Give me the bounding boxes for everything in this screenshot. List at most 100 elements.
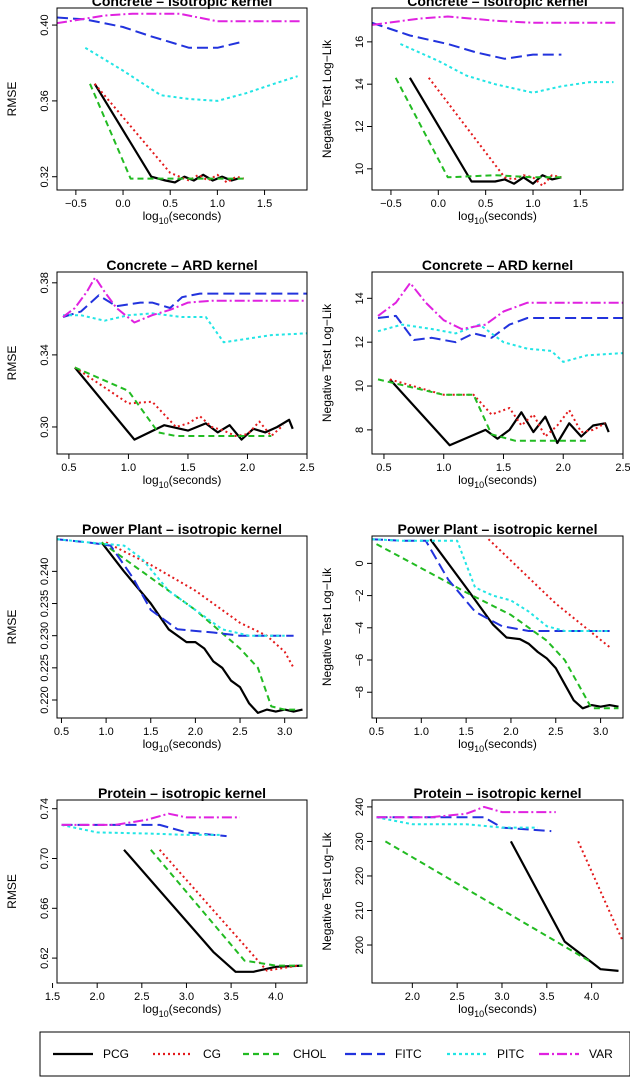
series-line-var <box>61 812 240 826</box>
y-tick-label: 0.225 <box>39 654 51 682</box>
x-tick-label: 2.0 <box>556 462 571 474</box>
plot-frame <box>371 271 624 455</box>
series-line-cg <box>389 378 606 438</box>
x-tick-label: 3.0 <box>179 991 194 1003</box>
chart-title: Concrete – isotropic kernel <box>92 0 273 9</box>
legend-label-cg: CG <box>203 1047 221 1061</box>
y-tick-label: 0.240 <box>39 558 51 586</box>
series-line-chol <box>377 378 588 442</box>
series-line-chol <box>101 541 299 711</box>
plot-frame <box>371 535 624 719</box>
y-tick-label: 0.62 <box>39 947 51 968</box>
series-line-cg <box>428 77 562 187</box>
x-tick-label: 4.0 <box>268 991 283 1003</box>
x-tick-label: 1.0 <box>525 198 540 210</box>
x-axis-label: log10(seconds) <box>143 1002 222 1019</box>
x-tick-label: −0.5 <box>65 198 87 210</box>
y-tick-label: 14 <box>354 78 366 90</box>
x-tick-label: 0.5 <box>478 198 493 210</box>
y-tick-label: 220 <box>354 867 366 885</box>
x-axis-label: log10(seconds) <box>458 209 537 226</box>
series-line-pitc <box>377 323 623 363</box>
series-line-pcg <box>408 77 562 185</box>
chart-title: Power Plant – isotropic kernel <box>82 521 282 537</box>
y-tick-label: 10 <box>354 163 366 175</box>
series-line-pcg <box>100 541 303 714</box>
y-tick-label: 12 <box>354 336 366 348</box>
legend-label-chol: CHOL <box>293 1047 327 1061</box>
series-line-pitc <box>57 538 285 637</box>
y-tick-label: 0.66 <box>39 898 51 919</box>
x-tick-label: 2.0 <box>90 991 105 1003</box>
x-tick-label: 3.5 <box>223 991 238 1003</box>
x-tick-label: 0.5 <box>163 198 178 210</box>
x-tick-label: 1.0 <box>414 726 429 738</box>
x-tick-label: 0.5 <box>369 726 384 738</box>
x-tick-label: 2.5 <box>134 991 149 1003</box>
series-line-chol <box>376 543 619 710</box>
y-axis-label: RMSE <box>5 874 19 909</box>
y-axis-label: Negative Test Log−Lik <box>320 303 334 422</box>
series-line-cg <box>158 849 299 972</box>
x-tick-label: 0.5 <box>376 462 391 474</box>
y-tick-label: 16 <box>354 36 366 48</box>
x-tick-label: −0.5 <box>380 198 402 210</box>
series-line-chol <box>150 849 303 967</box>
y-tick-label: 10 <box>354 380 366 392</box>
x-tick-label: 1.0 <box>98 726 113 738</box>
series-line-pcg <box>509 840 619 972</box>
series-line-cg <box>93 83 245 184</box>
y-tick-label: −6 <box>354 654 366 667</box>
y-tick-label: 0.36 <box>39 90 51 111</box>
x-tick-label: 0.5 <box>61 462 76 474</box>
plot-frame <box>56 535 308 719</box>
y-tick-label: 0.70 <box>39 848 51 869</box>
y-axis-label: RMSE <box>5 82 19 117</box>
x-tick-label: 2.0 <box>405 991 420 1003</box>
y-tick-label: 0.40 <box>39 14 51 35</box>
y-axis-label: Negative Test Log−Lik <box>320 831 334 950</box>
y-tick-label: 230 <box>354 832 366 850</box>
x-axis-label: log10(seconds) <box>143 473 222 490</box>
y-tick-label: 0.220 <box>39 686 51 714</box>
series-line-chol <box>89 83 246 180</box>
y-tick-label: 0.32 <box>39 166 51 187</box>
y-tick-label: 14 <box>354 292 366 304</box>
series-line-cg <box>487 538 611 648</box>
y-tick-label: −2 <box>354 589 366 602</box>
x-tick-label: 2.0 <box>240 462 255 474</box>
series-line-pitc <box>61 823 223 836</box>
series-line-var <box>372 15 619 26</box>
series-line-pitc <box>84 46 298 102</box>
x-tick-label: 4.0 <box>584 991 599 1003</box>
plot-frame <box>56 799 308 984</box>
y-tick-label: −8 <box>354 686 366 699</box>
legend-label-pitc: PITC <box>497 1047 525 1061</box>
chart-panel-4: Power Plant – isotropic kernel 0.5 1.0 1.5 2… <box>5 521 308 754</box>
x-tick-label: 3.0 <box>593 726 608 738</box>
legend-label-pcg: PCG <box>103 1047 129 1061</box>
series-line-cg <box>74 366 284 437</box>
chart-panel-2: Concrete – ARD kernel 0.5 1.0 1.5 2.0 2.5 0.30… <box>5 257 315 490</box>
series-line-pitc <box>376 816 538 829</box>
legend-box <box>39 1031 630 1077</box>
x-tick-label: 3.5 <box>539 991 554 1003</box>
x-tick-label: 3.0 <box>277 726 292 738</box>
x-tick-label: 1.5 <box>143 726 158 738</box>
x-tick-label: 1.5 <box>458 726 473 738</box>
legend-label-var: VAR <box>589 1047 613 1061</box>
chart-panel-5: Power Plant – isotropic kernel 0.5 1.0 1.5 2… <box>320 521 624 754</box>
x-tick-label: 0.5 <box>54 726 69 738</box>
plot-frame <box>56 7 308 191</box>
x-tick-label: 1.5 <box>573 198 588 210</box>
series-line-fitc <box>372 21 562 60</box>
series-line-pcg <box>429 538 619 710</box>
y-axis-label: Negative Test Log−Lik <box>320 567 334 686</box>
x-tick-label: 1.5 <box>496 462 511 474</box>
chart-title: Power Plant – isotropic kernel <box>398 521 598 537</box>
x-tick-label: 2.5 <box>615 462 630 474</box>
y-tick-label: 200 <box>354 936 366 954</box>
x-tick-label: 1.5 <box>257 198 272 210</box>
x-tick-label: 2.5 <box>450 991 465 1003</box>
